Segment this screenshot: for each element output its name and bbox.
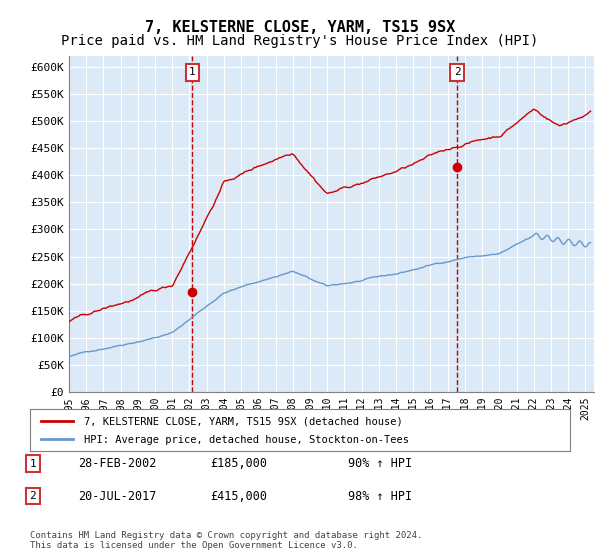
Text: 7, KELSTERNE CLOSE, YARM, TS15 9SX (detached house): 7, KELSTERNE CLOSE, YARM, TS15 9SX (deta… — [84, 417, 403, 426]
Text: 1: 1 — [189, 67, 196, 77]
Text: Price paid vs. HM Land Registry's House Price Index (HPI): Price paid vs. HM Land Registry's House … — [61, 34, 539, 48]
Text: Contains HM Land Registry data © Crown copyright and database right 2024.
This d: Contains HM Land Registry data © Crown c… — [30, 530, 422, 550]
Text: 2: 2 — [29, 491, 37, 501]
Text: 2: 2 — [454, 67, 461, 77]
Text: 90% ↑ HPI: 90% ↑ HPI — [348, 457, 412, 470]
Text: 98% ↑ HPI: 98% ↑ HPI — [348, 489, 412, 503]
Text: £185,000: £185,000 — [210, 457, 267, 470]
Text: 1: 1 — [29, 459, 37, 469]
Text: £415,000: £415,000 — [210, 489, 267, 503]
Text: 20-JUL-2017: 20-JUL-2017 — [78, 489, 157, 503]
Text: 7, KELSTERNE CLOSE, YARM, TS15 9SX: 7, KELSTERNE CLOSE, YARM, TS15 9SX — [145, 20, 455, 35]
Text: 28-FEB-2002: 28-FEB-2002 — [78, 457, 157, 470]
Text: HPI: Average price, detached house, Stockton-on-Tees: HPI: Average price, detached house, Stoc… — [84, 435, 409, 445]
